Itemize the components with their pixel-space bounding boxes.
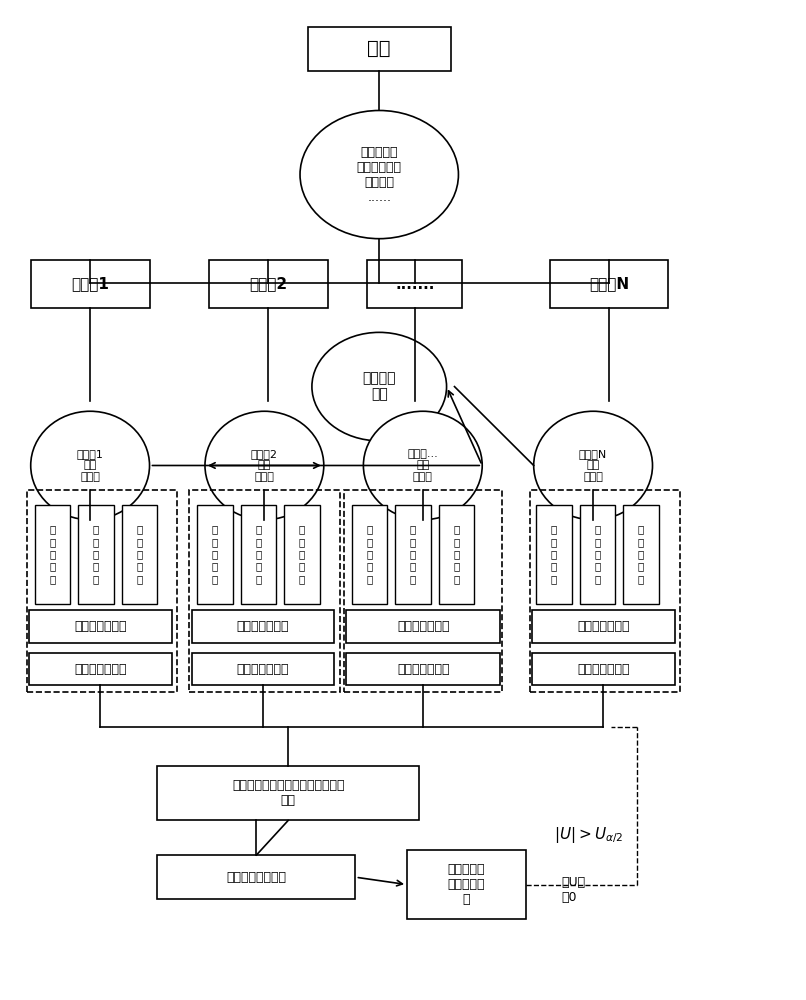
Ellipse shape bbox=[364, 411, 482, 520]
Ellipse shape bbox=[205, 411, 324, 520]
FancyBboxPatch shape bbox=[351, 505, 387, 604]
FancyBboxPatch shape bbox=[197, 505, 233, 604]
Text: 自适应调整权重: 自适应调整权重 bbox=[74, 620, 127, 633]
Text: 水
文
统
计
法: 水 文 统 计 法 bbox=[594, 524, 600, 584]
Text: 子流域2
预报
因子集: 子流域2 预报 因子集 bbox=[251, 449, 278, 482]
Text: 子流域预报结果: 子流域预报结果 bbox=[397, 663, 450, 676]
FancyBboxPatch shape bbox=[241, 505, 276, 604]
Text: $|U|>U_{\alpha/2}$: $|U|>U_{\alpha/2}$ bbox=[554, 825, 623, 845]
FancyBboxPatch shape bbox=[192, 610, 334, 643]
Text: 自适应调整权重: 自适应调整权重 bbox=[236, 620, 289, 633]
FancyBboxPatch shape bbox=[35, 505, 70, 604]
Text: 子流域预报结果: 子流域预报结果 bbox=[236, 663, 289, 676]
FancyBboxPatch shape bbox=[368, 260, 463, 308]
Text: 物
理
成
因
法: 物 理 成 因 法 bbox=[366, 524, 372, 584]
FancyBboxPatch shape bbox=[532, 610, 675, 643]
Text: 物
理
成
因
法: 物 理 成 因 法 bbox=[212, 524, 218, 584]
Text: 子流域预报结果: 子流域预报结果 bbox=[577, 663, 629, 676]
Text: 子流域2: 子流域2 bbox=[249, 277, 288, 292]
Ellipse shape bbox=[534, 411, 653, 520]
FancyBboxPatch shape bbox=[407, 850, 526, 919]
FancyBboxPatch shape bbox=[31, 260, 150, 308]
Text: 水
文
统
计
法: 水 文 统 计 法 bbox=[256, 524, 262, 584]
Text: 子流域...
预报
因子集: 子流域... 预报 因子集 bbox=[407, 449, 438, 482]
Text: 水
文
统
计
法: 水 文 统 计 法 bbox=[93, 524, 99, 584]
Text: 子流域1
预报
因子集: 子流域1 预报 因子集 bbox=[77, 449, 103, 482]
Text: 神
经
网
络
法: 神 经 网 络 法 bbox=[638, 524, 644, 584]
Text: 神
经
网
络
法: 神 经 网 络 法 bbox=[299, 524, 305, 584]
Text: 流域: 流域 bbox=[368, 39, 391, 58]
Text: 流域径流预报结果: 流域径流预报结果 bbox=[226, 871, 286, 884]
Text: 确定性系数
进行趋势检
验: 确定性系数 进行趋势检 验 bbox=[447, 863, 485, 906]
FancyBboxPatch shape bbox=[308, 27, 451, 71]
Text: 自适应调整权重: 自适应调整权重 bbox=[577, 620, 629, 633]
FancyBboxPatch shape bbox=[285, 505, 320, 604]
FancyBboxPatch shape bbox=[192, 653, 334, 685]
Text: 且U小
于0: 且U小 于0 bbox=[562, 876, 585, 904]
Text: 马斯京根法或神经网络法进行河道
演算: 马斯京根法或神经网络法进行河道 演算 bbox=[232, 779, 344, 807]
FancyBboxPatch shape bbox=[346, 610, 501, 643]
Ellipse shape bbox=[312, 332, 447, 441]
Ellipse shape bbox=[300, 110, 459, 239]
FancyBboxPatch shape bbox=[209, 260, 328, 308]
Text: 神
经
网
络
法: 神 经 网 络 法 bbox=[453, 524, 459, 584]
FancyBboxPatch shape bbox=[78, 505, 114, 604]
FancyBboxPatch shape bbox=[532, 653, 675, 685]
Text: 下垃面条件
流量变化趋势
产流方式
......: 下垃面条件 流量变化趋势 产流方式 ...... bbox=[357, 146, 401, 204]
Text: 水
文
统
计
法: 水 文 统 计 法 bbox=[409, 524, 416, 584]
FancyBboxPatch shape bbox=[29, 610, 172, 643]
Text: 神
经
网
络
法: 神 经 网 络 法 bbox=[136, 524, 143, 584]
Text: 自适应调整权重: 自适应调整权重 bbox=[397, 620, 450, 633]
FancyBboxPatch shape bbox=[580, 505, 615, 604]
Text: .......: ....... bbox=[395, 277, 434, 292]
FancyBboxPatch shape bbox=[623, 505, 659, 604]
FancyBboxPatch shape bbox=[550, 260, 668, 308]
FancyBboxPatch shape bbox=[122, 505, 157, 604]
FancyBboxPatch shape bbox=[438, 505, 474, 604]
Text: 物
理
成
因
法: 物 理 成 因 法 bbox=[550, 524, 557, 584]
FancyBboxPatch shape bbox=[395, 505, 430, 604]
Text: 子流域1: 子流域1 bbox=[71, 277, 109, 292]
Text: 子流域预报结果: 子流域预报结果 bbox=[74, 663, 127, 676]
FancyBboxPatch shape bbox=[536, 505, 571, 604]
Text: 物
理
成
因
法: 物 理 成 因 法 bbox=[49, 524, 56, 584]
Ellipse shape bbox=[31, 411, 150, 520]
Text: 子流域N: 子流域N bbox=[589, 277, 629, 292]
Text: 子流域N
预报
因子集: 子流域N 预报 因子集 bbox=[579, 449, 607, 482]
FancyBboxPatch shape bbox=[157, 766, 419, 820]
FancyBboxPatch shape bbox=[346, 653, 501, 685]
FancyBboxPatch shape bbox=[157, 855, 355, 899]
Text: 预报因子
识别: 预报因子 识别 bbox=[363, 371, 396, 402]
FancyBboxPatch shape bbox=[29, 653, 172, 685]
